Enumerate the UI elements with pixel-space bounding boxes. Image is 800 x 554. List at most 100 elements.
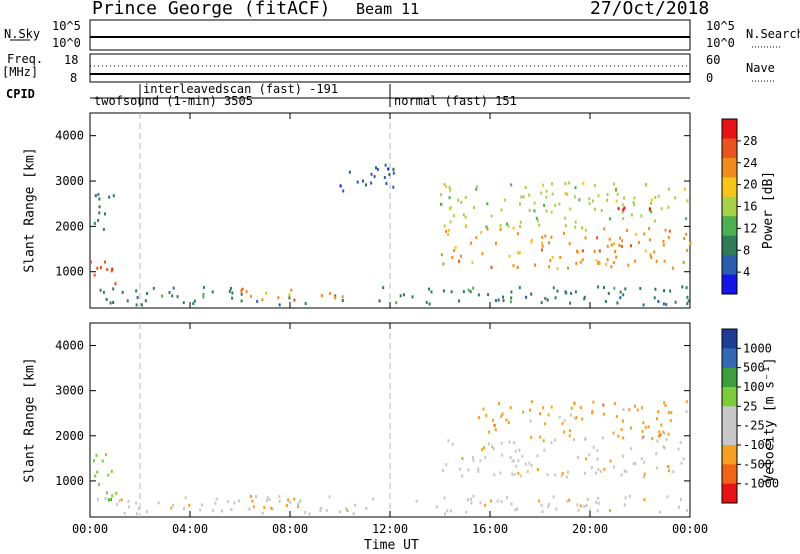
data-cell xyxy=(265,291,267,295)
data-cell xyxy=(668,187,670,191)
data-cell xyxy=(644,425,647,429)
data-cell xyxy=(297,505,299,509)
colorbar-swatch xyxy=(722,177,737,198)
colorbar-tick-label: 25 xyxy=(743,399,757,413)
colorbar-tick-label: 8 xyxy=(743,243,750,257)
data-cell xyxy=(516,266,519,269)
data-cell xyxy=(622,454,625,458)
station-title: Prince George (fitACF) xyxy=(92,0,331,19)
data-cell xyxy=(542,439,545,443)
colorbar-swatch xyxy=(722,406,737,427)
data-cell xyxy=(109,301,112,305)
data-cell xyxy=(109,498,112,502)
data-cell xyxy=(509,300,512,304)
data-cell xyxy=(689,241,692,245)
data-cell xyxy=(615,415,618,418)
data-cell xyxy=(449,188,452,192)
data-cell xyxy=(667,465,670,468)
data-cell xyxy=(599,470,602,474)
data-cell xyxy=(657,300,660,303)
data-cell xyxy=(686,302,689,306)
data-cell xyxy=(392,168,395,171)
data-cell xyxy=(245,290,248,294)
data-cell xyxy=(502,299,505,303)
x-tick-label: 16:00 xyxy=(472,522,508,536)
data-cell xyxy=(341,295,344,299)
colorbar-swatch xyxy=(722,367,737,388)
data-cell xyxy=(674,196,677,200)
data-cell xyxy=(560,474,563,478)
data-cell xyxy=(448,185,451,189)
colorbar-swatch xyxy=(722,445,737,465)
data-cell xyxy=(202,295,205,299)
data-cell xyxy=(373,175,376,179)
data-cell xyxy=(101,459,104,463)
data-cell xyxy=(677,505,680,509)
data-cell xyxy=(667,432,670,436)
data-cell xyxy=(623,469,626,473)
data-cell xyxy=(658,430,661,434)
data-cell xyxy=(356,180,359,184)
data-cell xyxy=(663,401,666,405)
data-cell xyxy=(510,502,513,506)
data-cell xyxy=(484,456,487,460)
data-cell xyxy=(685,410,688,414)
data-cell xyxy=(170,506,173,510)
data-cell xyxy=(635,232,638,236)
data-cell xyxy=(517,459,520,463)
data-cell xyxy=(472,459,475,463)
data-cell xyxy=(570,291,573,295)
data-cell xyxy=(624,496,627,500)
data-cell xyxy=(541,241,544,245)
data-cell xyxy=(545,209,548,213)
data-cell xyxy=(585,503,588,507)
data-cell xyxy=(514,508,517,512)
data-cell xyxy=(667,411,670,415)
data-cell xyxy=(493,423,496,427)
data-cell xyxy=(609,459,612,463)
data-cell xyxy=(606,193,609,196)
data-cell xyxy=(448,196,451,200)
data-cell xyxy=(579,504,582,508)
velocity-colorbar-label: Velocity [m s⁻¹] xyxy=(762,357,778,483)
data-cell xyxy=(619,236,621,240)
nsearch-tick-high: 10^5 xyxy=(706,19,735,33)
data-cell xyxy=(392,171,395,175)
data-cell xyxy=(450,290,453,294)
data-cell xyxy=(597,285,600,289)
data-cell xyxy=(339,184,342,188)
data-cell xyxy=(517,251,520,255)
data-cell xyxy=(475,187,478,191)
data-cell xyxy=(467,468,470,472)
data-cell xyxy=(512,226,515,230)
data-cell xyxy=(94,474,97,478)
data-cell xyxy=(603,286,605,289)
data-cell xyxy=(545,189,548,193)
data-cell xyxy=(446,509,449,513)
data-cell xyxy=(651,437,654,440)
data-cell xyxy=(261,511,264,515)
data-cell xyxy=(188,503,191,507)
colorbar-swatch xyxy=(722,196,737,217)
data-cell xyxy=(592,199,594,203)
data-cell xyxy=(518,286,521,290)
data-cell xyxy=(466,498,469,502)
data-cell xyxy=(546,473,549,477)
nsearch-tick-low: 10^0 xyxy=(706,36,735,50)
data-cell xyxy=(512,459,515,463)
data-cell xyxy=(622,408,625,411)
nsky-panel xyxy=(89,19,691,51)
data-cell xyxy=(566,192,569,196)
data-cell xyxy=(506,222,508,226)
data-cell xyxy=(686,295,689,299)
data-cell xyxy=(602,412,605,416)
data-cell xyxy=(630,426,633,430)
data-cell xyxy=(686,509,689,512)
data-cell xyxy=(643,472,646,476)
data-cell xyxy=(570,406,573,410)
data-cell xyxy=(229,287,232,290)
data-cell xyxy=(687,299,690,303)
data-cell xyxy=(544,296,547,300)
data-cell xyxy=(494,428,497,432)
